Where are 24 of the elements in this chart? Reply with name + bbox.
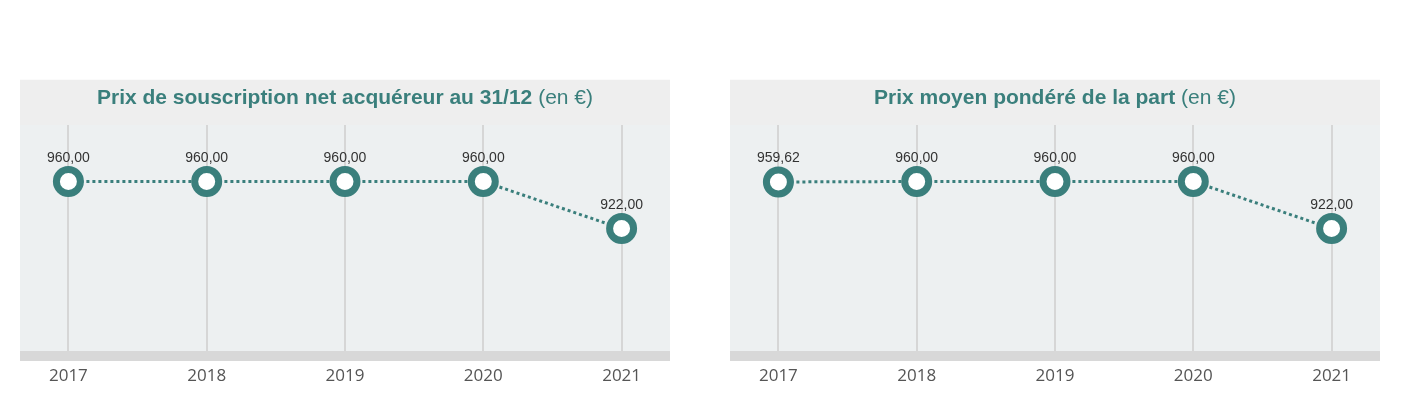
data-label: 959,62	[756, 149, 801, 166]
data-label: 960,00	[895, 149, 939, 165]
x-tick-label: 2020	[1173, 363, 1213, 387]
x-tick-label: 2018	[187, 363, 227, 387]
data-label: 922,00	[600, 196, 644, 213]
data-label: 960,00	[1171, 149, 1215, 165]
x-tick-label: 2018	[897, 363, 937, 387]
data-label: 960,00	[323, 149, 367, 165]
x-tick-label: 2020	[463, 363, 503, 387]
chart-subtitle: (en €)	[1181, 84, 1236, 108]
chart-title: Prix moyen pondéré de la part	[874, 84, 1176, 108]
x-tick-label: 2019	[325, 363, 365, 387]
chart-subtitle: (en €)	[538, 84, 594, 108]
x-tick-label: 2017	[48, 363, 88, 387]
data-label: 960,00	[46, 149, 91, 165]
x-tick-label: 2017	[758, 363, 798, 387]
x-tick-label: 2021	[602, 363, 642, 387]
chart-title: Prix de souscription net acquéreur au 31/12	[96, 84, 533, 108]
x-tick-label: 2021	[1312, 363, 1352, 387]
data-label: 960,00	[461, 149, 505, 165]
data-label: 960,00	[185, 149, 229, 165]
data-label: 922,00	[1310, 196, 1354, 213]
data-label: 960,00	[1033, 149, 1077, 165]
x-tick-label: 2019	[1035, 363, 1075, 387]
